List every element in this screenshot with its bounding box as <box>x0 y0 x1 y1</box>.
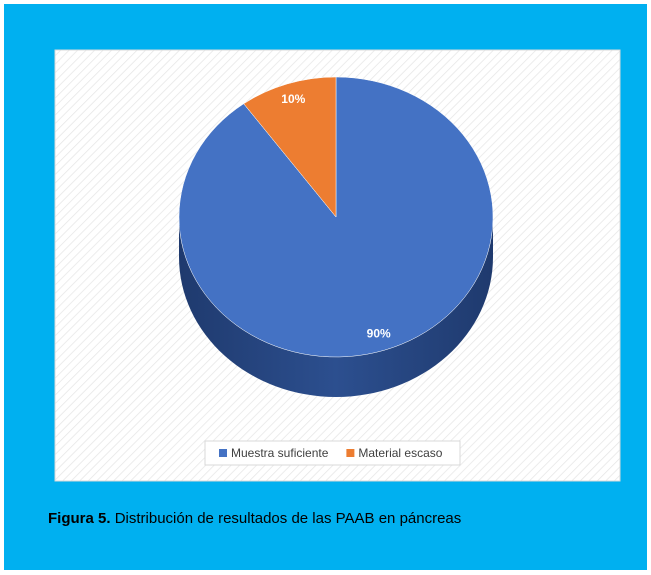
legend-marker <box>219 449 227 457</box>
caption: Figura 5. Distribución de resultados de … <box>48 510 606 528</box>
pie-side <box>179 217 493 397</box>
legend-label: Material escaso <box>358 446 442 460</box>
legend-marker <box>346 449 355 457</box>
legend-box <box>204 440 461 466</box>
caption-text: Distribución de resultados de las PAAB e… <box>114 510 462 527</box>
caption-label: Figura 5. <box>48 510 111 527</box>
legend-label: Muestra suficiente <box>231 446 329 460</box>
pie-slice <box>243 76 337 218</box>
data-label: 90% <box>367 326 391 340</box>
data-label: 10% <box>281 92 305 106</box>
